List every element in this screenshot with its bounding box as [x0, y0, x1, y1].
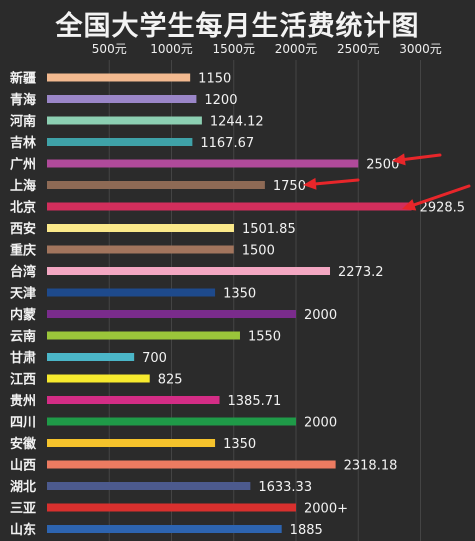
- value-label: 1885: [290, 523, 323, 538]
- category-label: 青海: [10, 92, 36, 108]
- bar: [47, 159, 359, 168]
- category-label: 吉林: [10, 135, 36, 151]
- bar: [47, 116, 202, 125]
- category-label: 云南: [10, 329, 36, 345]
- value-label: 2000: [304, 416, 337, 431]
- bar: [47, 138, 193, 146]
- x-tick-label: 500元: [92, 42, 127, 56]
- red-arrow-icon: [402, 199, 417, 211]
- value-label: 1150: [198, 72, 231, 87]
- category-label: 上海: [10, 178, 36, 194]
- category-label: 西安: [10, 221, 36, 237]
- labels-layer: 新疆 1150 青海 1200 河南 1244.12 吉林 1167.67 广州 2500 上海 17…: [10, 71, 465, 539]
- category-label: 新疆: [10, 71, 36, 87]
- category-label: 北京: [10, 200, 36, 216]
- category-label: 江西: [10, 372, 36, 388]
- bar: [47, 353, 135, 361]
- bar: [47, 95, 197, 103]
- x-tick-label: 2000元: [275, 42, 318, 56]
- value-label: 825: [158, 373, 183, 388]
- bar: [47, 374, 150, 383]
- x-axis-ticks: 500元 1000元 1500元 2000元 2500元 3000元: [92, 42, 442, 56]
- red-arrow-icon: [303, 177, 317, 190]
- category-label: 四川: [10, 416, 36, 431]
- value-label: 1244.12: [210, 115, 264, 130]
- value-label: 2273.2: [338, 265, 384, 280]
- x-tick-label: 3000元: [399, 42, 442, 56]
- value-label: 1633.33: [258, 480, 312, 495]
- value-label: 1167.67: [200, 136, 254, 151]
- category-label: 广州: [10, 157, 36, 173]
- value-label: 2928.5: [420, 201, 466, 216]
- category-label: 贵州: [10, 393, 36, 409]
- red-arrow-icon: [403, 153, 442, 161]
- bar: [47, 245, 234, 254]
- category-label: 山西: [10, 458, 36, 474]
- bar: [47, 181, 265, 189]
- value-label: 1500: [242, 244, 275, 259]
- category-label: 湖北: [10, 480, 36, 495]
- category-label: 三亚: [10, 502, 36, 517]
- value-label: 2500: [366, 158, 399, 173]
- red-arrow-icon: [392, 153, 406, 166]
- bar: [47, 224, 234, 232]
- red-arrow-icon: [412, 184, 471, 207]
- x-tick-label: 1000元: [150, 42, 193, 56]
- category-label: 安徽: [10, 436, 37, 452]
- category-label: 河南: [10, 114, 36, 130]
- chart-title: 全国大学生每月生活费统计图: [55, 11, 420, 42]
- value-label: 700: [142, 351, 167, 366]
- value-label: 1501.85: [242, 222, 296, 237]
- value-label: 2000: [304, 308, 337, 323]
- category-label: 山东: [10, 522, 36, 538]
- value-label: 1550: [248, 330, 281, 345]
- bars-layer: [47, 73, 412, 533]
- bar: [47, 439, 216, 447]
- value-label: 1385.71: [228, 394, 282, 409]
- value-label: 2000+: [304, 502, 348, 517]
- value-label: 1750: [273, 179, 306, 194]
- value-label: 1200: [204, 93, 237, 108]
- value-label: 1350: [223, 287, 256, 302]
- bar: [47, 202, 412, 211]
- bar: [47, 73, 191, 82]
- x-tick-label: 2500元: [337, 42, 380, 56]
- red-arrow-icon: [314, 178, 360, 186]
- x-tick-label: 1500元: [212, 42, 255, 56]
- bar: [47, 396, 220, 404]
- bar: [47, 267, 331, 275]
- bar: [47, 310, 296, 318]
- category-label: 台湾: [10, 264, 36, 280]
- category-label: 天津: [10, 286, 36, 302]
- value-label: 1350: [223, 437, 256, 452]
- bar: [47, 417, 296, 426]
- category-label: 内蒙: [10, 307, 36, 323]
- category-label: 甘肃: [10, 350, 36, 366]
- bar: [47, 482, 251, 490]
- annotations-layer: [303, 153, 471, 211]
- value-label: 2318.18: [344, 459, 398, 474]
- bar: [47, 331, 240, 340]
- bar: [47, 503, 296, 512]
- bar: [47, 525, 282, 533]
- bar: [47, 460, 336, 469]
- bar: [47, 288, 216, 297]
- category-label: 重庆: [10, 243, 36, 259]
